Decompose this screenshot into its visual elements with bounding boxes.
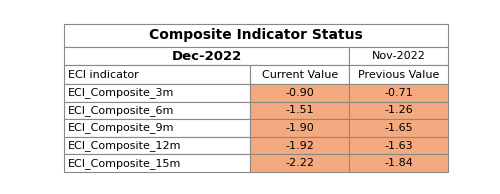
Bar: [350, 154, 448, 172]
Bar: [64, 137, 250, 154]
Text: -0.71: -0.71: [384, 88, 413, 98]
Text: -1.26: -1.26: [384, 105, 413, 115]
Bar: [64, 119, 250, 137]
Bar: [350, 65, 448, 84]
Text: -0.90: -0.90: [286, 88, 314, 98]
Text: Nov-2022: Nov-2022: [372, 51, 426, 61]
Bar: [64, 84, 250, 101]
Text: Composite Indicator Status: Composite Indicator Status: [150, 29, 363, 42]
Bar: [250, 101, 350, 119]
Text: ECI_Composite_3m: ECI_Composite_3m: [68, 87, 174, 98]
Text: -1.65: -1.65: [384, 123, 413, 133]
Bar: [350, 119, 448, 137]
Text: -1.51: -1.51: [286, 105, 314, 115]
Text: ECI_Composite_6m: ECI_Composite_6m: [68, 105, 174, 116]
Bar: [250, 137, 350, 154]
Text: ECI_Composite_15m: ECI_Composite_15m: [68, 158, 181, 169]
Bar: [250, 154, 350, 172]
Text: ECI_Composite_9m: ECI_Composite_9m: [68, 122, 174, 133]
Text: Current Value: Current Value: [262, 70, 338, 80]
Bar: [350, 84, 448, 101]
Text: Dec-2022: Dec-2022: [172, 50, 242, 63]
Text: -1.92: -1.92: [286, 140, 314, 151]
Bar: [250, 84, 350, 101]
Bar: [64, 47, 350, 65]
Bar: [64, 65, 250, 84]
Bar: [64, 101, 250, 119]
Text: Previous Value: Previous Value: [358, 70, 440, 80]
Bar: [64, 154, 250, 172]
Bar: [350, 101, 448, 119]
Text: -1.63: -1.63: [384, 140, 413, 151]
Bar: [350, 47, 448, 65]
Bar: [64, 24, 448, 47]
Bar: [250, 65, 350, 84]
Bar: [350, 137, 448, 154]
Bar: [250, 119, 350, 137]
Text: ECI indicator: ECI indicator: [68, 70, 138, 80]
Text: -2.22: -2.22: [286, 158, 314, 168]
Text: -1.84: -1.84: [384, 158, 413, 168]
Text: -1.90: -1.90: [286, 123, 314, 133]
Text: ECI_Composite_12m: ECI_Composite_12m: [68, 140, 181, 151]
